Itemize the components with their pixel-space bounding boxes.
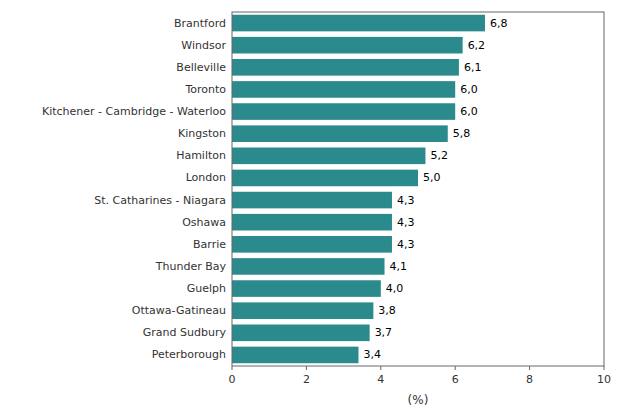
- bar: [232, 15, 485, 32]
- category-label: Thunder Bay: [155, 260, 227, 273]
- category-label: London: [186, 171, 226, 184]
- data-label: 4,3: [397, 238, 415, 251]
- category-label: Kingston: [178, 127, 226, 140]
- data-label: 4,0: [386, 282, 404, 295]
- bar: [232, 125, 448, 142]
- data-label: 3,4: [363, 348, 381, 361]
- category-label: Kitchener - Cambridge - Waterloo: [42, 105, 226, 118]
- chart-svg: 3,4 3,7 3,8 4,0 4,1 4,3 4,3 4,3 5,0 5,2 5,8 6,0 6,0 6…: [0, 0, 624, 418]
- tick-label: 6: [452, 373, 459, 386]
- data-label: 6,1: [464, 61, 482, 74]
- category-label: Ottawa-Gatineau: [132, 304, 226, 317]
- data-label: 6,8: [490, 17, 508, 30]
- data-label: 4,3: [397, 216, 415, 229]
- category-label: Hamilton: [176, 149, 226, 162]
- category-label: Toronto: [184, 83, 226, 96]
- category-label: Barrie: [193, 238, 226, 251]
- bar: [232, 59, 459, 76]
- category-label: Belleville: [176, 61, 226, 74]
- data-label: 5,8: [453, 127, 471, 140]
- tick-label: 8: [526, 373, 533, 386]
- bar: [232, 347, 358, 364]
- chart-container: 3,4 3,7 3,8 4,0 4,1 4,3 4,3 4,3 5,0 5,2 5,8 6,0 6,0 6…: [0, 0, 624, 418]
- bars: [232, 15, 485, 363]
- category-label: Guelph: [187, 282, 226, 295]
- bar: [232, 302, 373, 319]
- bar: [232, 214, 392, 231]
- tick-mark: [529, 366, 530, 370]
- data-label: 3,7: [375, 326, 393, 339]
- category-label: Peterborough: [152, 348, 226, 361]
- tick-label: 4: [377, 373, 384, 386]
- category-label: Windsor: [181, 39, 226, 52]
- bar: [232, 148, 425, 165]
- bar: [232, 325, 370, 342]
- bar: [232, 81, 455, 98]
- x-axis-label: (%): [408, 393, 429, 407]
- data-label: 6,2: [468, 39, 486, 52]
- tick-label: 2: [303, 373, 310, 386]
- data-label: 6,0: [460, 105, 478, 118]
- tick-mark: [306, 366, 307, 370]
- data-label: 4,3: [397, 194, 415, 207]
- bar: [232, 170, 418, 187]
- category-label: St. Catharines - Niagara: [94, 194, 226, 207]
- tick-mark: [232, 366, 233, 370]
- category-label: Grand Sudbury: [143, 326, 227, 339]
- category-label: Oshawa: [182, 216, 226, 229]
- bar: [232, 192, 392, 209]
- data-label: 3,8: [378, 304, 396, 317]
- tick-label: 10: [597, 373, 611, 386]
- data-label: 4,1: [390, 260, 408, 273]
- category-label: Brantford: [174, 17, 226, 30]
- tick-label: 0: [229, 373, 236, 386]
- data-label: 5,0: [423, 171, 441, 184]
- data-label: 5,2: [430, 149, 448, 162]
- tick-mark: [604, 366, 605, 370]
- bar: [232, 280, 381, 297]
- tick-mark: [455, 366, 456, 370]
- data-label: 6,0: [460, 83, 478, 96]
- bar: [232, 236, 392, 253]
- tick-mark: [380, 366, 381, 370]
- bar: [232, 258, 385, 275]
- plot-frame: [232, 12, 604, 366]
- bar: [232, 37, 463, 54]
- bar: [232, 103, 455, 120]
